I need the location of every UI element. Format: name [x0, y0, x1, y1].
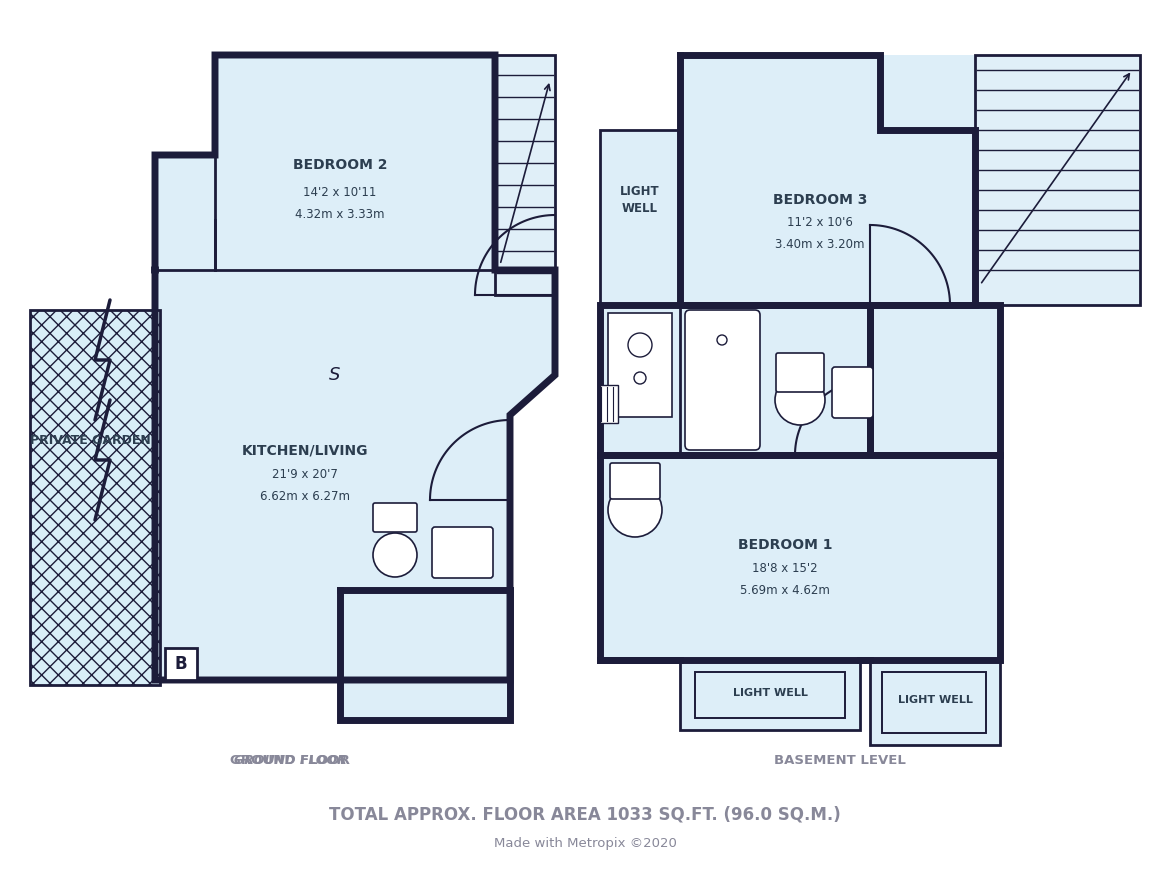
Text: B: B: [174, 655, 187, 673]
FancyBboxPatch shape: [165, 648, 197, 680]
Bar: [600, 130, 680, 305]
Circle shape: [628, 333, 652, 357]
Text: LIGHT WELL: LIGHT WELL: [732, 688, 807, 698]
Bar: [600, 305, 870, 455]
Text: GROUND FLOOR: GROUND FLOOR: [230, 753, 350, 766]
FancyBboxPatch shape: [610, 463, 660, 499]
Bar: [680, 55, 975, 305]
Bar: [975, 55, 1140, 305]
Text: BEDROOM 2: BEDROOM 2: [292, 158, 387, 172]
Circle shape: [608, 483, 662, 537]
FancyBboxPatch shape: [432, 527, 493, 578]
Text: 18'8 x 15'2: 18'8 x 15'2: [752, 561, 818, 574]
Bar: [680, 660, 860, 730]
Text: 14'2 x 10'11: 14'2 x 10'11: [303, 186, 377, 198]
Text: PRIVATE GARDEN: PRIVATE GARDEN: [29, 433, 151, 447]
Text: GROUND FLOOR: GROUND FLOOR: [234, 753, 346, 766]
Bar: [600, 455, 1000, 660]
Circle shape: [373, 533, 417, 577]
Circle shape: [775, 375, 825, 425]
FancyBboxPatch shape: [684, 310, 760, 450]
Bar: [600, 455, 1000, 660]
Polygon shape: [340, 590, 510, 720]
Bar: [30, 310, 160, 685]
Text: S: S: [329, 366, 340, 384]
Text: BEDROOM 1: BEDROOM 1: [738, 538, 832, 552]
Text: LIGHT
WELL: LIGHT WELL: [620, 185, 660, 215]
Circle shape: [634, 372, 646, 384]
Circle shape: [717, 335, 727, 345]
Text: 21'9 x 20'7: 21'9 x 20'7: [273, 469, 338, 482]
Bar: [975, 55, 1140, 305]
FancyBboxPatch shape: [608, 313, 672, 417]
Polygon shape: [495, 55, 555, 295]
Text: BASEMENT LEVEL: BASEMENT LEVEL: [775, 753, 906, 766]
Bar: [975, 55, 1140, 305]
Bar: [870, 660, 1000, 745]
Polygon shape: [154, 55, 555, 680]
Bar: [600, 385, 618, 423]
Bar: [870, 305, 1000, 455]
Bar: [600, 305, 870, 455]
Bar: [680, 660, 860, 730]
Bar: [882, 672, 986, 733]
FancyBboxPatch shape: [373, 503, 417, 532]
Text: 5.69m x 4.62m: 5.69m x 4.62m: [741, 583, 830, 596]
Text: LIGHT WELL: LIGHT WELL: [897, 695, 972, 705]
Bar: [600, 130, 680, 305]
Bar: [30, 310, 160, 685]
FancyBboxPatch shape: [832, 367, 873, 418]
Polygon shape: [680, 55, 975, 305]
Text: Made with Metropix ©2020: Made with Metropix ©2020: [494, 836, 676, 849]
Text: KITCHEN/LIVING: KITCHEN/LIVING: [242, 443, 369, 457]
Text: 6.62m x 6.27m: 6.62m x 6.27m: [260, 491, 350, 504]
Bar: [695, 672, 845, 718]
FancyBboxPatch shape: [776, 353, 824, 392]
Text: TOTAL APPROX. FLOOR AREA 1033 SQ.FT. (96.0 SQ.M.): TOTAL APPROX. FLOOR AREA 1033 SQ.FT. (96…: [329, 806, 841, 824]
Text: 11'2 x 10'6: 11'2 x 10'6: [787, 217, 853, 229]
Bar: [870, 660, 1000, 745]
Text: 4.32m x 3.33m: 4.32m x 3.33m: [295, 208, 385, 220]
Text: 3.40m x 3.20m: 3.40m x 3.20m: [776, 239, 865, 251]
Text: BEDROOM 3: BEDROOM 3: [773, 193, 867, 207]
Bar: [870, 305, 1000, 455]
